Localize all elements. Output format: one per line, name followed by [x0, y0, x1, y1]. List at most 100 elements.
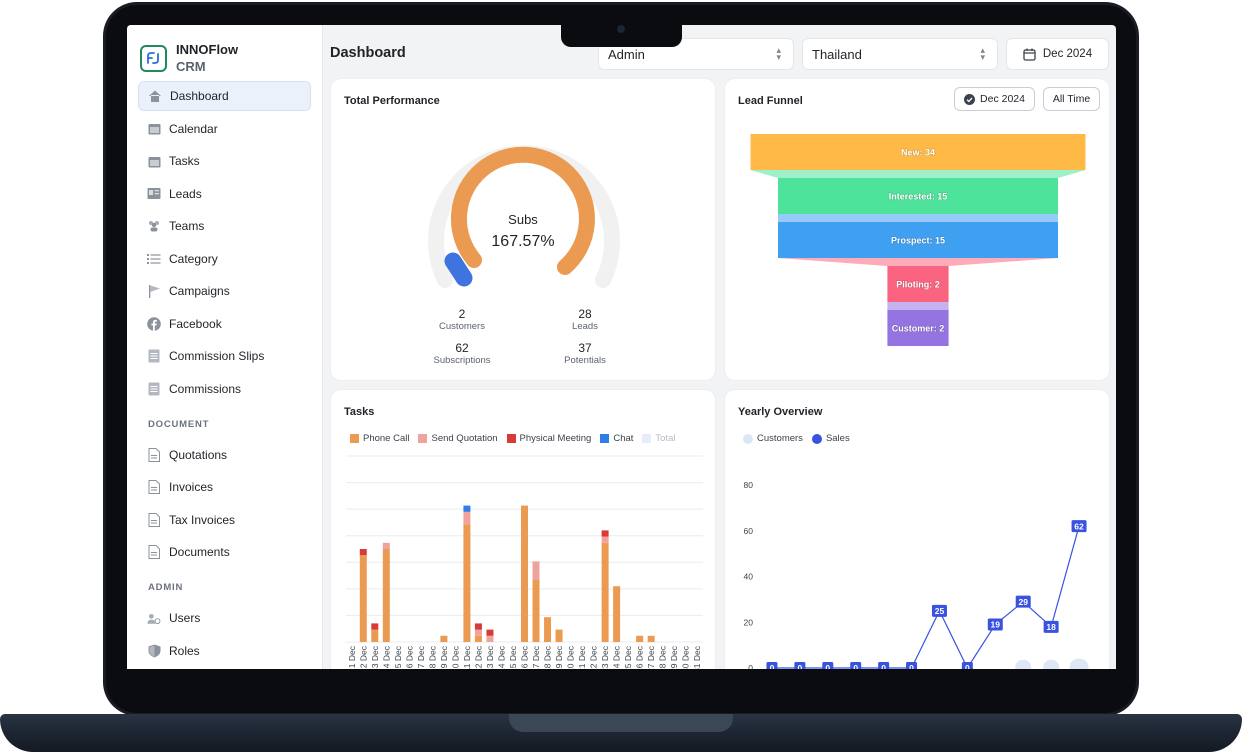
sidebar-item-documents[interactable]: Documents — [138, 537, 311, 567]
sidebar-item-calendar[interactable]: Calendar — [138, 114, 311, 144]
task-bar-segment[interactable] — [486, 629, 494, 636]
sidebar-item-leads[interactable]: Leads — [138, 179, 311, 209]
task-bar-segment[interactable] — [371, 629, 379, 642]
sidebar-item-commission-slips[interactable]: Commission Slips — [138, 341, 311, 371]
camera-notch — [561, 25, 682, 47]
funnel-filter-all-time[interactable]: All Time — [1043, 87, 1100, 111]
sidebar-item-tax-invoices[interactable]: Tax Invoices — [138, 505, 311, 535]
task-bar-segment[interactable] — [544, 617, 552, 642]
task-bar-segment[interactable] — [382, 549, 390, 642]
sidebar-item-facebook[interactable]: Facebook — [138, 309, 311, 339]
task-bar-segment[interactable] — [382, 542, 390, 549]
sales-data-label-box[interactable] — [822, 662, 834, 669]
sidebar-item-commissions[interactable]: Commissions — [138, 374, 311, 404]
task-bar-segment[interactable] — [521, 505, 528, 642]
sales-data-label-box[interactable] — [987, 618, 1003, 631]
sales-data-label: 0 — [853, 663, 858, 669]
legend-swatch — [642, 434, 652, 443]
legend-swatch — [600, 434, 610, 443]
customers-bubble[interactable] — [1015, 659, 1032, 669]
sales-data-label-box[interactable] — [794, 662, 806, 669]
sales-data-label: 62 — [1074, 521, 1084, 531]
x-tick-label: 7 Dec — [416, 645, 426, 668]
task-bar-segment[interactable] — [474, 635, 482, 642]
task-bar-segment[interactable] — [474, 623, 482, 630]
legend-item[interactable]: Send Quotation — [418, 433, 498, 444]
task-bar-segment[interactable] — [463, 505, 471, 512]
gauge-progress-arc — [450, 146, 595, 275]
stat-value: 62 — [455, 341, 469, 355]
funnel-stage-bar[interactable] — [887, 310, 949, 346]
customers-bubble[interactable] — [1069, 658, 1089, 669]
legend-item[interactable]: Total — [642, 433, 675, 444]
task-bar-segment[interactable] — [474, 629, 482, 636]
sales-data-label-box[interactable] — [961, 662, 973, 669]
task-bar-segment[interactable] — [463, 524, 471, 642]
task-bar-segment[interactable] — [359, 549, 367, 556]
sidebar-item-invoices[interactable]: Invoices — [138, 472, 311, 502]
sales-data-label-box[interactable] — [1015, 595, 1031, 608]
country-select[interactable]: Thailand ▴ ▾ — [802, 38, 998, 70]
funnel-stage-bar[interactable] — [750, 134, 1086, 170]
task-bar-segment[interactable] — [532, 561, 540, 580]
app-screen: INNOFlow CRM Dashboard Calendar Tasks Leads… — [127, 25, 1116, 669]
sidebar-item-tasks[interactable]: Tasks — [138, 146, 311, 176]
task-bar-segment[interactable] — [532, 580, 540, 642]
gauge-label: Subs — [508, 212, 538, 227]
date-picker-button[interactable]: Dec 2024 — [1006, 38, 1109, 70]
sidebar-item-users[interactable]: Users — [138, 603, 311, 633]
chevron-updown-icon: ▴ ▾ — [776, 45, 781, 62]
task-bar-segment[interactable] — [440, 635, 448, 642]
stat-label: Customers — [439, 321, 485, 332]
x-tick-label: 11 Dec — [462, 645, 472, 669]
legend-item[interactable]: Sales — [811, 433, 850, 444]
sidebar-item-campaigns[interactable]: Campaigns — [138, 276, 311, 306]
task-bar-segment[interactable] — [601, 530, 609, 537]
legend-item[interactable]: Customers — [743, 433, 803, 444]
x-tick-label: 1 Dec — [347, 645, 357, 668]
x-tick-label: 6 Dec — [404, 645, 414, 668]
task-bar-segment[interactable] — [601, 536, 609, 543]
brand[interactable]: INNOFlow CRM — [140, 41, 238, 75]
funnel-stage-bar[interactable] — [778, 178, 1058, 214]
sidebar-item-teams[interactable]: Teams — [138, 211, 311, 241]
x-tick-label: 5 Dec — [393, 645, 403, 668]
funnel-stage-bar[interactable] — [778, 222, 1058, 258]
x-tick-label: 26 Dec — [635, 645, 645, 669]
task-bar-segment[interactable] — [601, 542, 609, 642]
task-bar-segment[interactable] — [636, 635, 644, 642]
sales-data-label: 0 — [965, 663, 970, 669]
lead-funnel-card: Lead Funnel Dec 2024 All Time New: 34 Int… — [725, 79, 1109, 380]
task-bar-segment[interactable] — [359, 555, 367, 642]
gauge-accent-arc — [444, 252, 473, 287]
sales-data-label-box[interactable] — [931, 604, 947, 617]
task-bar-segment[interactable] — [647, 635, 655, 642]
sales-data-label-box[interactable] — [878, 662, 890, 669]
task-bar-segment[interactable] — [613, 586, 621, 642]
task-bar-segment[interactable] — [371, 623, 379, 630]
legend-item[interactable]: Chat — [600, 433, 633, 444]
sidebar-item-quotations[interactable]: Quotations — [138, 440, 311, 470]
sidebar-item-dashboard[interactable]: Dashboard — [138, 81, 311, 111]
sales-data-label-box[interactable] — [1071, 520, 1087, 533]
sales-data-label-box[interactable] — [1043, 620, 1059, 633]
sales-data-label-box[interactable] — [766, 662, 778, 669]
sales-data-label: 29 — [1018, 597, 1028, 607]
role-select[interactable]: Admin ▴ ▾ — [598, 38, 794, 70]
task-bar-segment[interactable] — [486, 635, 494, 642]
sales-data-label-box[interactable] — [906, 662, 918, 669]
sidebar-item-label: Tax Invoices — [169, 512, 236, 527]
task-bar-segment[interactable] — [555, 629, 563, 642]
customers-bubble[interactable] — [1043, 659, 1060, 669]
funnel-filter-month[interactable]: Dec 2024 — [954, 87, 1035, 111]
legend-item[interactable]: Physical Meeting — [506, 433, 591, 444]
sidebar-item-label: Dashboard — [170, 89, 229, 103]
sidebar-item-roles[interactable]: Roles — [138, 636, 311, 666]
x-tick-label: 14 Dec — [496, 645, 506, 669]
task-bar-segment[interactable] — [463, 511, 471, 525]
funnel-stage-bar[interactable] — [887, 266, 949, 302]
sidebar-item-category[interactable]: Category — [138, 244, 311, 274]
legend-item[interactable]: Phone Call — [350, 433, 409, 444]
sales-data-label-box[interactable] — [850, 662, 862, 669]
tasks-title: Tasks — [344, 406, 375, 418]
